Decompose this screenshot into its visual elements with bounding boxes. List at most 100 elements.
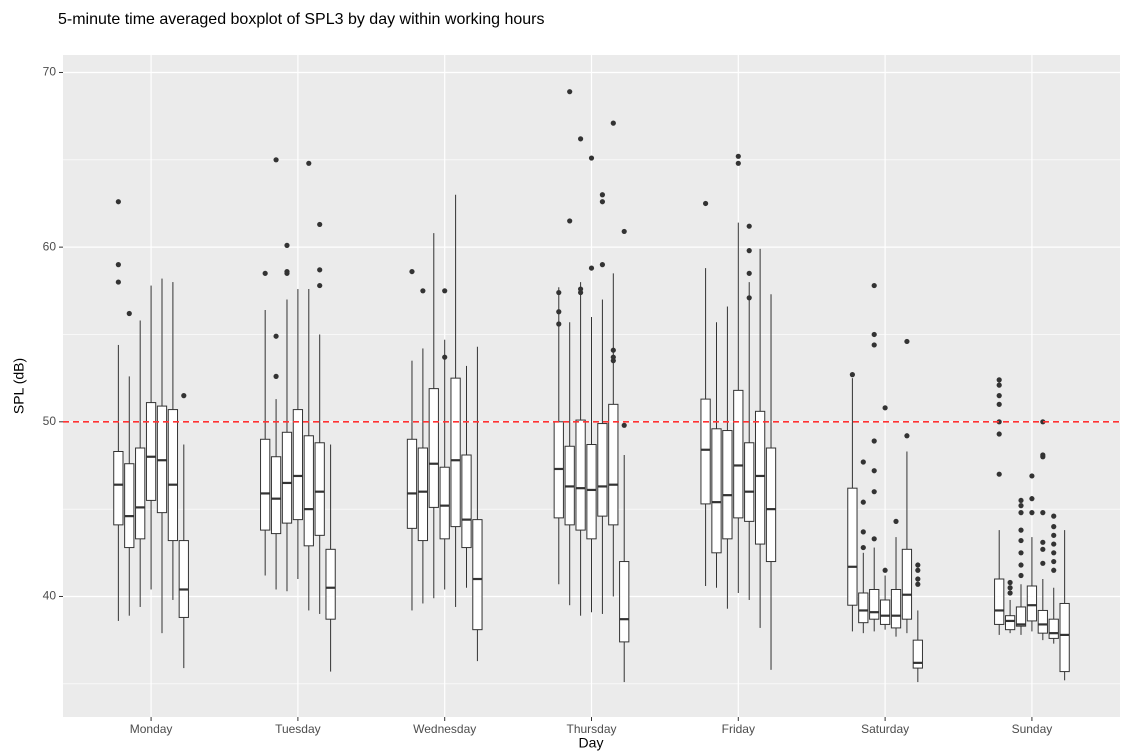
outlier xyxy=(556,321,562,327)
outlier xyxy=(1018,497,1024,504)
box xyxy=(270,456,282,535)
outlier xyxy=(577,136,584,142)
box xyxy=(428,388,439,508)
outlier xyxy=(871,282,877,289)
outlier xyxy=(1018,550,1024,556)
box xyxy=(879,599,891,625)
chart-title: 5-minute time averaged boxplot of SPL3 b… xyxy=(58,11,544,28)
outlier xyxy=(1051,558,1057,565)
outlier xyxy=(1029,510,1035,516)
outlier xyxy=(860,499,866,505)
outlier xyxy=(1051,567,1057,573)
outlier xyxy=(871,342,877,348)
outlier xyxy=(284,270,290,276)
outlier xyxy=(126,310,132,317)
box xyxy=(1004,615,1016,631)
box xyxy=(314,442,325,536)
outlier xyxy=(996,382,1002,388)
outlier xyxy=(262,270,268,276)
outlier xyxy=(1018,503,1024,509)
outlier xyxy=(610,358,616,364)
outlier xyxy=(577,289,584,296)
outlier xyxy=(599,199,606,205)
box xyxy=(700,398,711,505)
outlier xyxy=(1007,590,1013,596)
outlier xyxy=(860,544,866,551)
outlier xyxy=(1051,550,1057,556)
box xyxy=(135,447,146,540)
outlier xyxy=(1018,562,1024,568)
outlier xyxy=(273,333,279,339)
box xyxy=(890,588,902,629)
box xyxy=(472,519,483,631)
box xyxy=(744,442,755,522)
outlier xyxy=(1040,560,1046,566)
x-tick-label: Monday xyxy=(130,722,173,736)
x-tick-label: Friday xyxy=(722,722,755,736)
box xyxy=(858,592,869,624)
outlier xyxy=(567,89,573,95)
outlier xyxy=(588,265,595,271)
outlier xyxy=(284,242,290,248)
outlier xyxy=(702,200,709,207)
x-tick-label: Wednesday xyxy=(413,722,476,736)
outlier xyxy=(1018,537,1024,544)
outlier xyxy=(1040,539,1046,545)
outlier xyxy=(915,581,921,587)
outlier xyxy=(317,267,323,273)
outlier xyxy=(273,373,279,379)
outlier xyxy=(567,218,573,224)
outlier xyxy=(306,160,312,166)
outlier xyxy=(610,120,616,126)
box xyxy=(1037,609,1048,634)
outlier xyxy=(599,192,606,198)
outlier xyxy=(893,518,899,524)
outlier xyxy=(849,372,855,378)
outlier xyxy=(442,354,448,360)
outlier xyxy=(882,567,888,573)
outlier xyxy=(871,331,877,338)
outlier xyxy=(1040,419,1046,425)
outlier xyxy=(1051,532,1057,538)
outlier xyxy=(860,459,866,465)
box xyxy=(1048,618,1059,639)
box xyxy=(869,588,880,620)
outlier xyxy=(746,270,752,276)
outlier xyxy=(1051,541,1057,547)
outlier xyxy=(915,562,921,568)
box xyxy=(1026,585,1038,622)
outlier xyxy=(904,433,910,439)
outlier xyxy=(115,279,121,285)
box xyxy=(711,428,722,554)
outlier xyxy=(915,567,921,573)
x-tick-label: Saturday xyxy=(861,722,909,736)
box xyxy=(912,639,923,669)
outlier xyxy=(1051,524,1057,530)
box xyxy=(260,438,271,531)
outlier xyxy=(1051,513,1057,519)
box xyxy=(586,444,597,540)
outlier xyxy=(1018,572,1024,579)
outlier xyxy=(115,199,121,205)
box xyxy=(608,403,619,526)
box xyxy=(1015,606,1027,627)
box xyxy=(901,548,913,620)
y-tick-label: 70 xyxy=(43,65,57,79)
box xyxy=(619,561,630,643)
outlier xyxy=(599,262,606,268)
outlier xyxy=(1029,496,1035,502)
outlier xyxy=(1018,510,1024,516)
outlier xyxy=(442,288,448,294)
y-axis-label: SPL (dB) xyxy=(11,358,27,414)
outlier xyxy=(735,153,741,159)
outlier xyxy=(996,393,1002,399)
box xyxy=(167,409,179,542)
box xyxy=(406,438,418,529)
box xyxy=(461,454,472,549)
outlier xyxy=(1040,454,1046,460)
box xyxy=(124,463,135,549)
box xyxy=(113,451,124,526)
outlier xyxy=(621,422,627,428)
box xyxy=(722,430,733,540)
